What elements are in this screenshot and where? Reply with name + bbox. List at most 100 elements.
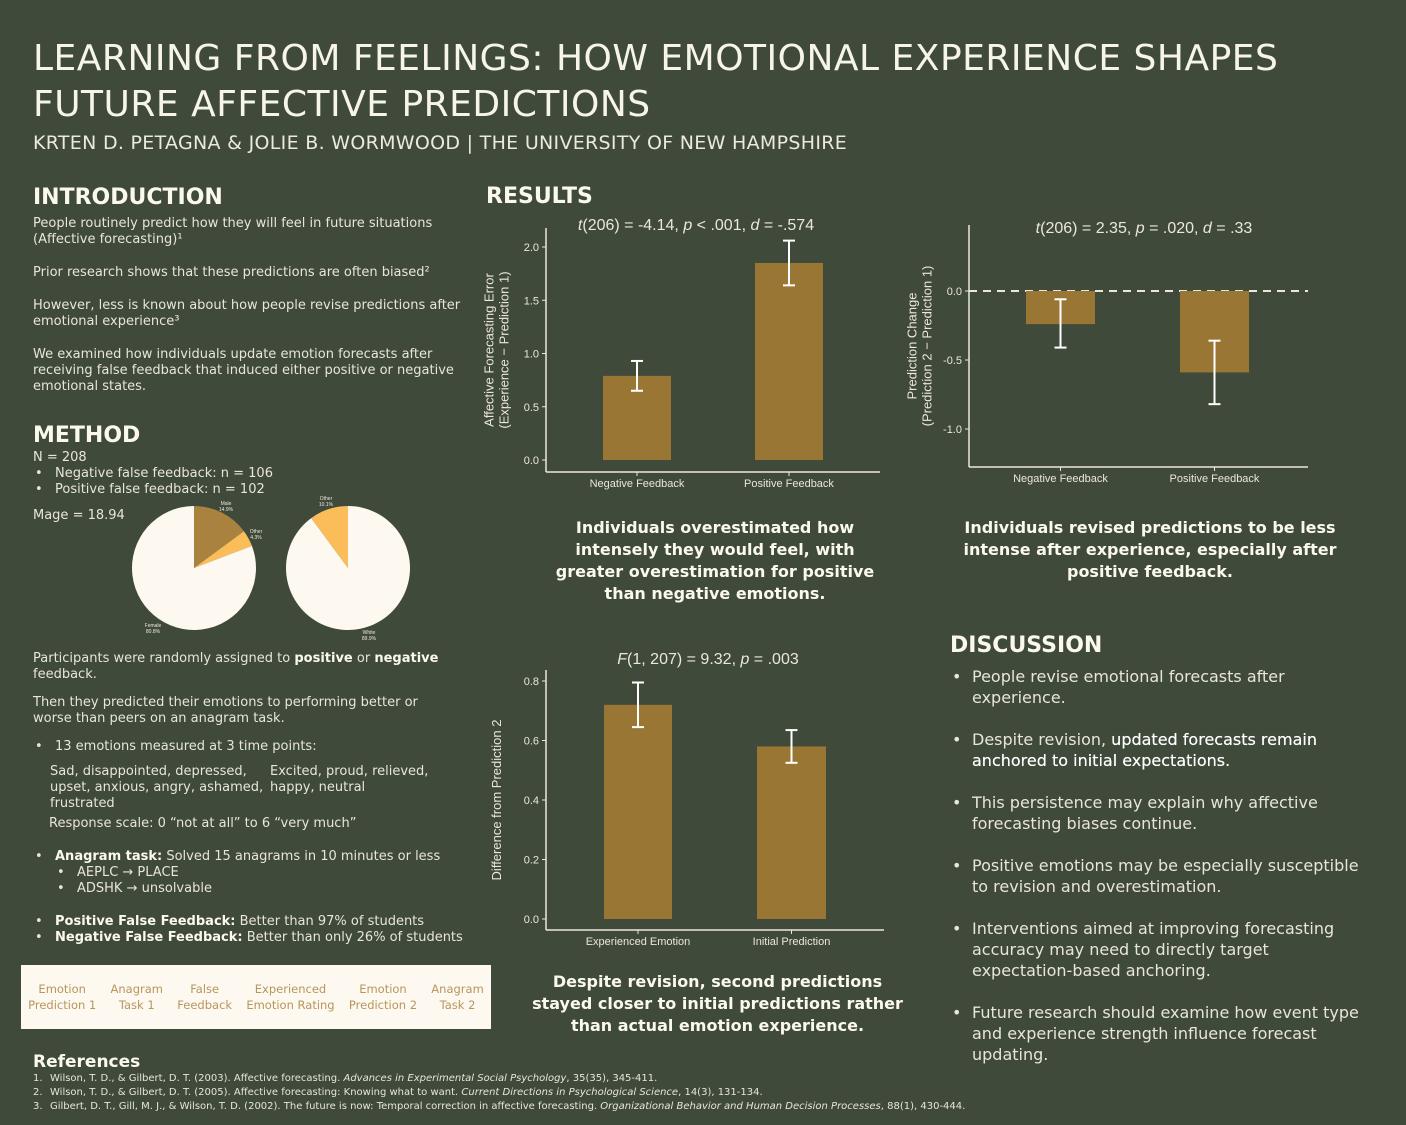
stat-part: t [578, 217, 583, 234]
discussion-item: Despite revision, updated forecasts rema… [950, 729, 1370, 771]
stat-part: p [739, 651, 749, 668]
chart-stat-title: t(206) = 2.35, p = .020, d = .33 [1036, 220, 1253, 237]
y-tick-label: 0.6 [524, 736, 539, 748]
anagram-example: AEPLC → PLACE [55, 865, 478, 881]
y-tick-label: 0.5 [524, 402, 539, 414]
group-item: Positive false feedback: n = 102 [33, 482, 473, 498]
text: Despite revision, [972, 730, 1112, 749]
y-axis-label: Prediction Change [905, 293, 920, 400]
result-caption-3: Despite revision, second predictions sta… [532, 972, 903, 1035]
x-tick-label: Positive Feedback [1170, 473, 1260, 485]
pie-label-name: White [363, 630, 376, 636]
pie-label: Other 4.3% [250, 529, 263, 541]
y-tick-label: 0.0 [947, 286, 962, 298]
flow-step: Anagram Task 1 [110, 982, 164, 1012]
intro-paragraph: People routinely predict how they will f… [33, 216, 433, 247]
results-heading: RESULTS [486, 184, 593, 209]
prediction-text: Then they predicted their emotions to pe… [33, 695, 418, 726]
stat-part: (206) = -4.14, [582, 217, 683, 234]
text: Positive False Feedback: [55, 914, 236, 929]
introduction-section: INTRODUCTION People routinely predict ho… [33, 185, 463, 412]
anagram-task: Anagram task: Solved 15 anagrams in 10 m… [33, 849, 478, 897]
pie-label-value: 14.9% [219, 507, 234, 513]
reference-item: 3. Gilbert, D. T., Gill, M. J., & Wilson,… [33, 1100, 1033, 1114]
text: Future research should examine how event… [972, 1003, 1359, 1064]
pie-label-value: 4.3% [250, 535, 262, 541]
title-line-1: LEARNING FROM FEELINGS: HOW EMOTIONAL EX… [33, 38, 1279, 79]
procedure-text: Participants were randomly assigned to p… [33, 651, 478, 946]
pie-label-name: Female [145, 623, 162, 629]
flow-step: Emotion Prediction 2 [348, 982, 418, 1012]
negative-feedback-item: Negative False Feedback: Better than onl… [33, 930, 478, 946]
assignment-text: Participants were randomly assigned to p… [33, 651, 478, 683]
text: Positive emotions may be especially susc… [972, 856, 1359, 896]
y-tick-label: 2.0 [524, 242, 539, 254]
y-axis-label: Difference from Prediction 2 [489, 720, 504, 881]
pie-label-name: Other [250, 529, 263, 535]
stat-part: p [1135, 220, 1145, 237]
x-tick-label: Experienced Emotion [586, 936, 691, 948]
stat-part: = .020, [1145, 220, 1203, 237]
text: Wilson, T. D., & Gilbert, D. T. (2003). … [50, 1073, 344, 1084]
group-item: Negative false feedback: n = 106 [33, 466, 473, 482]
flow-step: Emotion Prediction 1 [28, 982, 97, 1012]
pie-label: Female 80.8% [145, 623, 162, 635]
stat-part: t [1036, 220, 1041, 237]
journal: Current Directions in Psychological Scie… [461, 1087, 679, 1098]
stat-part: p [682, 217, 692, 234]
discussion-item: Positive emotions may be especially susc… [950, 855, 1370, 897]
discussion-item: Interventions aimed at improving forecas… [950, 918, 1370, 981]
pie-label: White 89.9% [362, 630, 377, 642]
text: Wilson, T. D., & Gilbert, D. T. (2005). … [50, 1087, 462, 1098]
y-tick-label: 0.2 [524, 855, 539, 867]
procedure-flow: Emotion Prediction 1 Anagram Task 1 Fals… [21, 965, 491, 1029]
y-tick-label: -0.5 [943, 355, 962, 367]
pie-slice-male [194, 506, 244, 568]
emotions-intro: 13 emotions measured at 3 time points: [33, 739, 478, 755]
sample-size: N = 208 [33, 450, 87, 465]
stat-part: < .001, [692, 217, 750, 234]
stat-part: = .003 [749, 651, 798, 668]
anagram-example: ADSHK → unsolvable [55, 881, 478, 897]
y-axis-label: (Prediction 2 − Prediction 1) [920, 266, 935, 427]
stat-part: = -.574 [759, 217, 814, 234]
text: This persistence may explain why affecti… [972, 793, 1318, 833]
flow-step: Anagram Task 2 [431, 982, 484, 1012]
chart-stat-title: t(206) = -4.14, p < .001, d = -.574 [578, 217, 814, 234]
stat-part: d [750, 217, 760, 234]
x-tick-label: Initial Prediction [753, 936, 831, 948]
bar-experienced-emotion [604, 704, 672, 919]
text: , 14(3), 131-134. [678, 1087, 763, 1098]
stat-part: F [617, 651, 628, 668]
ref-number: 2. [33, 1087, 43, 1098]
y-tick-label: 1.5 [524, 295, 539, 307]
pie-slice-other [311, 506, 348, 568]
negative-emotions: Sad, disappointed, depressed, upset, anx… [50, 764, 264, 811]
pie-label-value: 10.1% [319, 502, 334, 508]
ref-number: 3. [33, 1101, 43, 1112]
pie-label-name: Other [320, 496, 333, 502]
y-tick-label: 0.0 [524, 455, 539, 467]
y-tick-label: 1.0 [524, 349, 539, 361]
pie-label-value: 80.8% [146, 629, 161, 635]
text: , 35(35), 345-411. [566, 1073, 658, 1084]
text: Negative False Feedback: [55, 930, 243, 945]
y-axis-label: Affective Forecasting Error [482, 273, 497, 427]
discussion-section: DISCUSSION People revise emotional forec… [950, 633, 1370, 1086]
stat-part: = .33 [1212, 220, 1253, 237]
discussion-item: Future research should examine how event… [950, 1002, 1370, 1065]
response-scale: Response scale: 0 “not at all” to 6 “ver… [49, 816, 357, 831]
pie-label-value: 89.9% [362, 636, 377, 642]
pie-slice-white [286, 506, 411, 630]
positive-emotions: Excited, proud, relieved, happy, neutral [270, 764, 429, 795]
text: Interventions aimed at improving forecas… [972, 919, 1335, 980]
ref-number: 1. [33, 1073, 43, 1084]
flow-step: Experienced Emotion Rating [246, 982, 335, 1012]
x-tick-label: Negative Feedback [1013, 473, 1108, 485]
emphasis: updated forecasts remain anchored to ini… [972, 730, 1317, 770]
stat-part: d [1203, 220, 1213, 237]
method-heading: METHOD [33, 423, 141, 448]
bar-initial-prediction [757, 746, 826, 919]
stat-part: (1, 207) = 9.32, [627, 651, 740, 668]
